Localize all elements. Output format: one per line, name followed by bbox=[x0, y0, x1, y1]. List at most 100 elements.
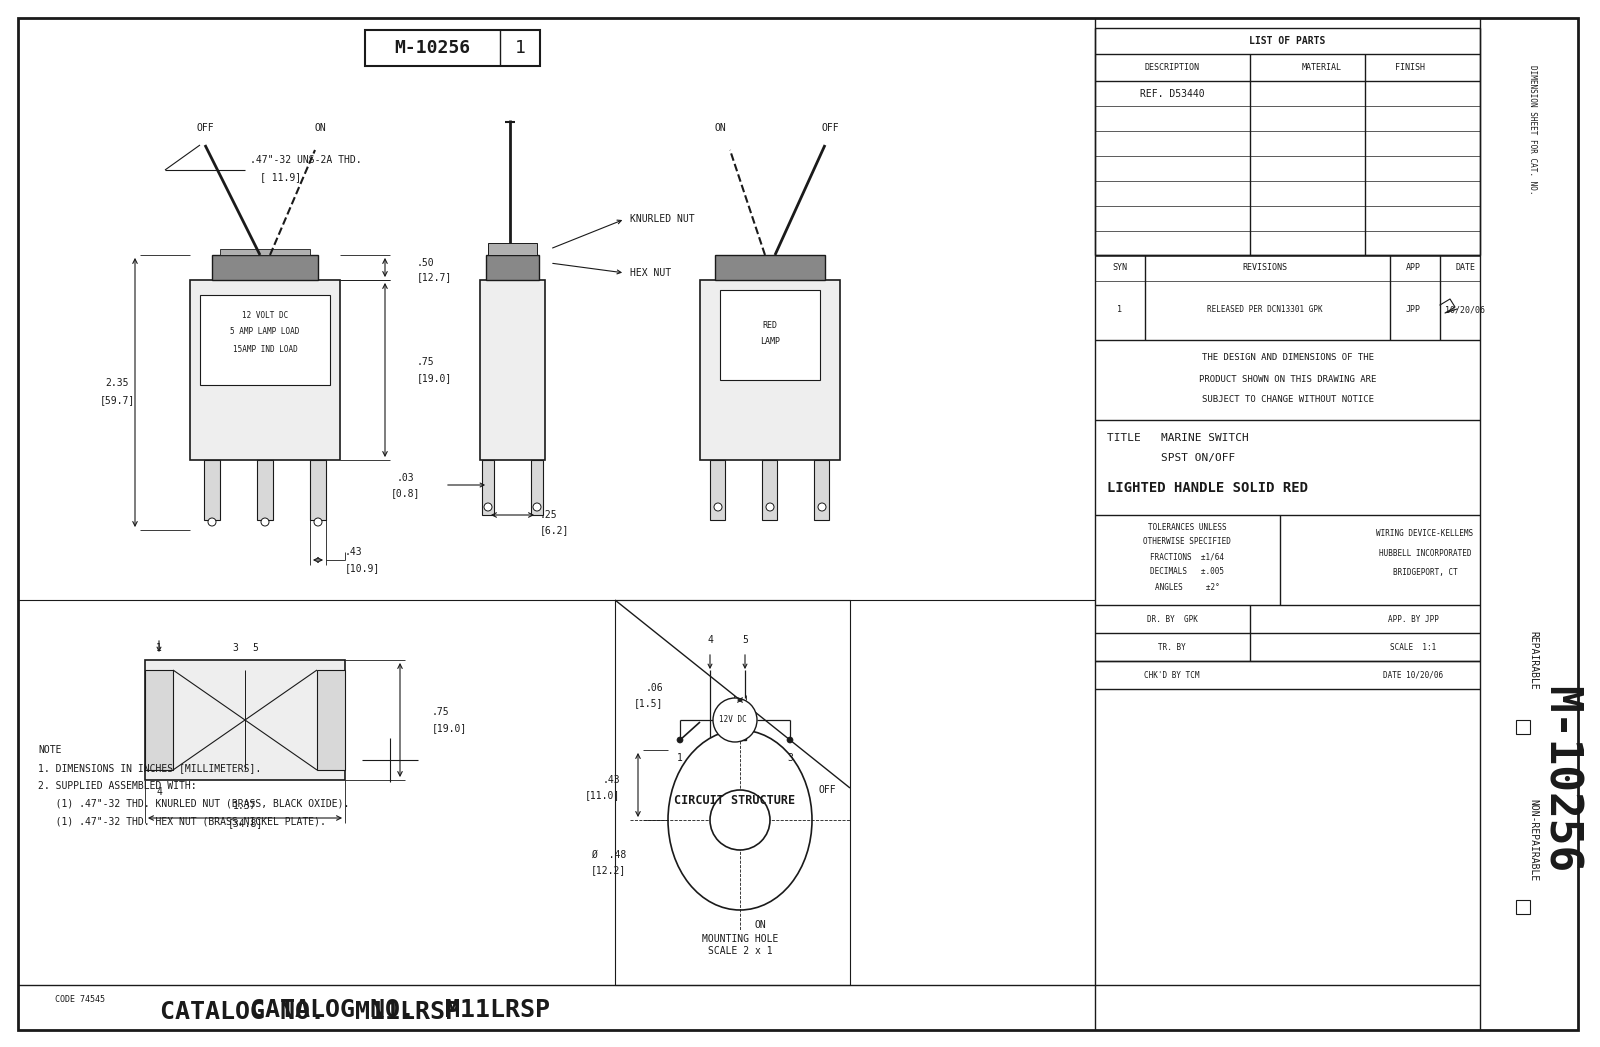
Text: [19.0]: [19.0] bbox=[418, 373, 453, 383]
Text: M-10256: M-10256 bbox=[394, 39, 470, 57]
Text: SCALE  1:1: SCALE 1:1 bbox=[1390, 643, 1437, 651]
Circle shape bbox=[714, 698, 757, 742]
Bar bbox=[720, 290, 819, 380]
Text: [0.8]: [0.8] bbox=[390, 488, 419, 498]
Text: TR. BY: TR. BY bbox=[1158, 643, 1186, 651]
Bar bbox=[701, 280, 840, 460]
Bar bbox=[710, 460, 725, 520]
Text: OTHERWISE SPECIFIED: OTHERWISE SPECIFIED bbox=[1142, 537, 1230, 547]
Text: Ø  .48: Ø .48 bbox=[590, 850, 626, 860]
Text: REF. D53440: REF. D53440 bbox=[1139, 89, 1205, 99]
Text: CODE 74545: CODE 74545 bbox=[54, 996, 106, 1004]
Text: 12V DC: 12V DC bbox=[718, 715, 747, 725]
Text: 1: 1 bbox=[515, 39, 525, 57]
Text: OFF: OFF bbox=[197, 122, 214, 133]
Circle shape bbox=[533, 503, 541, 511]
Text: LAMP: LAMP bbox=[760, 337, 781, 347]
Bar bbox=[211, 255, 318, 280]
Text: SYN: SYN bbox=[1112, 264, 1128, 272]
Text: M-10256: M-10256 bbox=[1539, 687, 1581, 873]
Text: RED: RED bbox=[763, 320, 778, 330]
Text: ANGLES     ±2°: ANGLES ±2° bbox=[1155, 582, 1219, 592]
Text: .06: .06 bbox=[645, 683, 662, 693]
Text: .43: .43 bbox=[346, 547, 363, 557]
Bar bbox=[482, 460, 494, 515]
Circle shape bbox=[787, 737, 794, 743]
Text: WIRING DEVICE-KELLEMS: WIRING DEVICE-KELLEMS bbox=[1376, 529, 1474, 537]
Text: .03: .03 bbox=[397, 473, 414, 483]
Text: DIMENSION SHEET FOR CAT. NO.: DIMENSION SHEET FOR CAT. NO. bbox=[1528, 65, 1538, 195]
Text: [10.9]: [10.9] bbox=[346, 563, 381, 573]
Text: ON: ON bbox=[314, 122, 326, 133]
Text: [12.7]: [12.7] bbox=[418, 272, 453, 282]
Text: 1: 1 bbox=[677, 753, 683, 763]
Text: (1) .47"-32 THD. HEX NUT (BRASS,NICKEL PLATE).: (1) .47"-32 THD. HEX NUT (BRASS,NICKEL P… bbox=[38, 817, 326, 827]
Text: DECIMALS   ±.005: DECIMALS ±.005 bbox=[1150, 567, 1224, 577]
Circle shape bbox=[483, 503, 493, 511]
Text: TOLERANCES UNLESS: TOLERANCES UNLESS bbox=[1147, 522, 1226, 532]
Text: 1: 1 bbox=[157, 643, 162, 653]
Text: OFF: OFF bbox=[821, 122, 838, 133]
Text: DR. BY  GPK: DR. BY GPK bbox=[1147, 615, 1197, 624]
Bar bbox=[200, 295, 330, 385]
Text: CIRCUIT STRUCTURE: CIRCUIT STRUCTURE bbox=[675, 794, 795, 806]
Text: .75: .75 bbox=[432, 707, 450, 717]
Bar bbox=[146, 660, 346, 780]
Text: 4: 4 bbox=[157, 787, 162, 797]
Text: ON: ON bbox=[754, 920, 766, 930]
Circle shape bbox=[677, 737, 683, 743]
Text: LIST OF PARTS: LIST OF PARTS bbox=[1250, 36, 1326, 46]
Bar bbox=[221, 249, 310, 255]
Text: 15AMP IND LOAD: 15AMP IND LOAD bbox=[232, 344, 298, 354]
Bar bbox=[1517, 720, 1530, 734]
Text: 4: 4 bbox=[707, 634, 714, 645]
Text: [1.5]: [1.5] bbox=[634, 698, 662, 708]
Text: 12 VOLT DC: 12 VOLT DC bbox=[242, 311, 288, 319]
Text: 2. SUPPLIED ASSEMBLED WITH:: 2. SUPPLIED ASSEMBLED WITH: bbox=[38, 781, 197, 790]
Text: (1) .47"-32 THD. KNURLED NUT (BRASS, BLACK OXIDE).: (1) .47"-32 THD. KNURLED NUT (BRASS, BLA… bbox=[38, 799, 349, 809]
Bar bbox=[317, 670, 346, 770]
Text: DATE 10/20/06: DATE 10/20/06 bbox=[1382, 670, 1443, 680]
Bar bbox=[762, 460, 778, 520]
Bar bbox=[531, 460, 542, 515]
Text: APP. BY JPP: APP. BY JPP bbox=[1387, 615, 1438, 624]
Text: [59.7]: [59.7] bbox=[99, 396, 134, 405]
Text: MATERIAL: MATERIAL bbox=[1302, 64, 1342, 72]
Bar bbox=[486, 255, 539, 280]
Text: [12.2]: [12.2] bbox=[590, 865, 626, 875]
Text: REPAIRABLE: REPAIRABLE bbox=[1528, 630, 1538, 689]
Text: REVISIONS: REVISIONS bbox=[1243, 264, 1288, 272]
Text: HUBBELL INCORPORATED: HUBBELL INCORPORATED bbox=[1379, 549, 1472, 557]
Text: [ 11.9]: [ 11.9] bbox=[259, 172, 301, 182]
Text: FRACTIONS  ±1/64: FRACTIONS ±1/64 bbox=[1150, 553, 1224, 561]
Bar bbox=[1094, 28, 1480, 255]
Circle shape bbox=[314, 518, 322, 526]
Text: NON-REPAIRABLE: NON-REPAIRABLE bbox=[1528, 799, 1538, 882]
Text: .25: .25 bbox=[541, 510, 558, 520]
Bar bbox=[146, 670, 173, 770]
Circle shape bbox=[766, 503, 774, 511]
Bar bbox=[365, 30, 541, 66]
Text: 1: 1 bbox=[1117, 306, 1123, 314]
Text: [19.0]: [19.0] bbox=[432, 723, 467, 733]
Bar bbox=[614, 600, 850, 985]
Text: NOTE: NOTE bbox=[38, 745, 61, 755]
Text: OFF: OFF bbox=[818, 785, 835, 795]
Bar bbox=[190, 280, 339, 460]
Text: DATE: DATE bbox=[1454, 264, 1475, 272]
Text: 5 AMP LAMP LOAD: 5 AMP LAMP LOAD bbox=[230, 328, 299, 336]
Ellipse shape bbox=[669, 730, 813, 910]
Text: [6.2]: [6.2] bbox=[541, 525, 570, 535]
Bar bbox=[1517, 900, 1530, 914]
Bar bbox=[814, 460, 829, 520]
Text: RELEASED PER DCN13301 GPK: RELEASED PER DCN13301 GPK bbox=[1206, 306, 1323, 314]
Text: CATALOG NO.  M11LRSP: CATALOG NO. M11LRSP bbox=[250, 998, 550, 1022]
Bar bbox=[258, 460, 274, 520]
Text: ON: ON bbox=[714, 122, 726, 133]
Text: .43: .43 bbox=[602, 775, 621, 785]
Bar bbox=[715, 255, 826, 280]
Text: [34.8]: [34.8] bbox=[227, 818, 262, 828]
Text: CHK'D BY TCM: CHK'D BY TCM bbox=[1144, 670, 1200, 680]
Text: .50: .50 bbox=[418, 258, 435, 268]
Text: 1. DIMENSIONS IN INCHES [MILLIMETERS].: 1. DIMENSIONS IN INCHES [MILLIMETERS]. bbox=[38, 763, 261, 773]
